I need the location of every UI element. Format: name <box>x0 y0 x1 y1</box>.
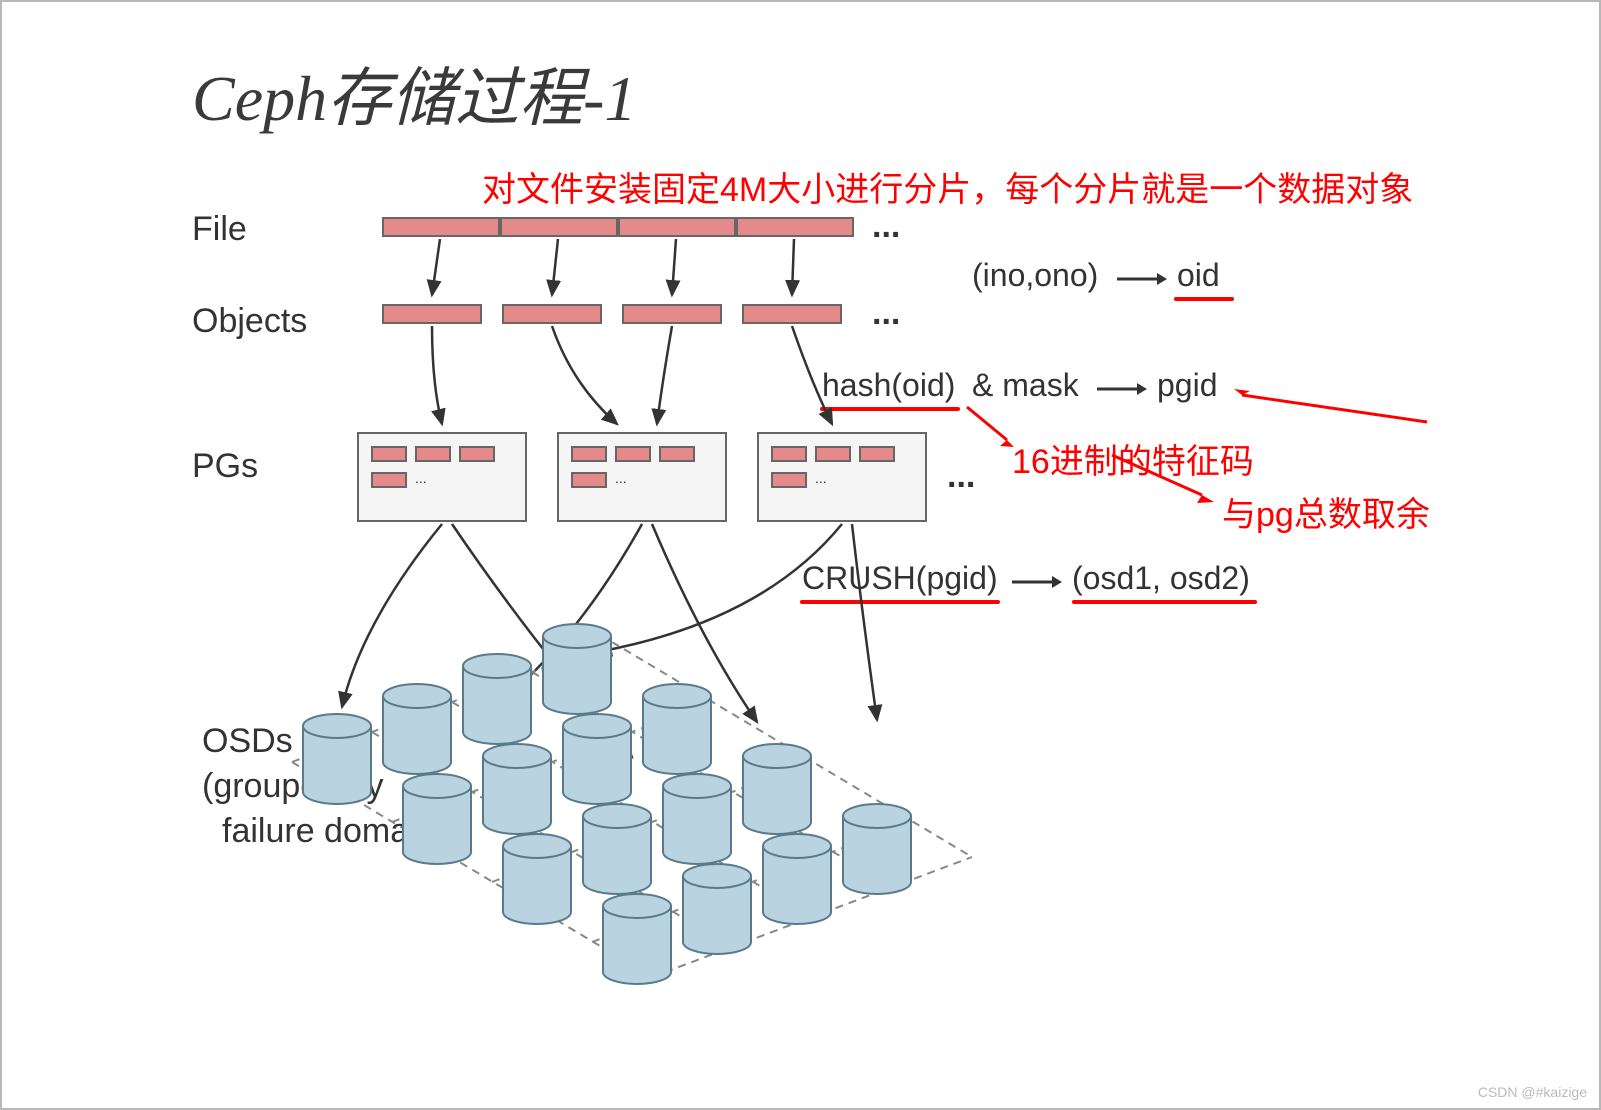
osd-cylinder <box>582 802 652 900</box>
object-4 <box>742 304 842 324</box>
pg-box-2: ... <box>557 432 727 522</box>
osd-cylinder <box>562 712 632 810</box>
pgs-dots: ... <box>947 457 975 496</box>
formula-mask: & mask <box>972 367 1079 404</box>
underline-oid <box>1174 297 1234 301</box>
watermark: CSDN @#kaizige <box>1478 1084 1587 1100</box>
formula-oid: oid <box>1177 257 1220 294</box>
annotation-top: 对文件安装固定4M大小进行分片，每个分片就是一个数据对象 <box>482 162 1413 211</box>
osd-cylinder <box>842 802 912 900</box>
object-2 <box>502 304 602 324</box>
red-arrow-icon <box>1102 447 1222 507</box>
label-pgs: PGs <box>192 447 258 486</box>
osd-cylinder <box>462 652 532 750</box>
annotation-mod: 与pg总数取余 <box>1222 487 1430 536</box>
osd-cylinder <box>402 772 472 870</box>
arrow-icon <box>1012 570 1062 594</box>
label-file: File <box>192 210 247 249</box>
object-3 <box>622 304 722 324</box>
arrow-icon <box>1117 267 1167 291</box>
red-arrow-icon <box>1232 387 1432 427</box>
osd-cylinder <box>382 682 452 780</box>
arrows-objects-to-pgs <box>352 324 972 439</box>
object-1 <box>382 304 482 324</box>
formula-osds: (osd1, osd2) <box>1072 560 1250 597</box>
osd-cylinder <box>642 682 712 780</box>
page-title: Ceph存储过程-1 <box>192 47 636 139</box>
formula-ino-ono: (ino,ono) <box>972 257 1098 294</box>
osd-cylinder <box>482 742 552 840</box>
arrow-icon <box>1097 377 1147 401</box>
pg-box-1: ... <box>357 432 527 522</box>
osd-cylinder <box>302 712 372 810</box>
osd-cylinder <box>502 832 572 930</box>
arrows-file-to-objects <box>352 237 912 307</box>
osd-cylinder <box>742 742 812 840</box>
formula-pgid: pgid <box>1157 367 1218 404</box>
osd-cylinder <box>662 772 732 870</box>
underline-osds <box>1072 600 1257 604</box>
osd-cylinder <box>682 862 752 960</box>
pg-box-3: ... <box>757 432 927 522</box>
osd-cylinder <box>542 622 612 720</box>
label-objects: Objects <box>192 302 307 341</box>
osd-cylinder <box>602 892 672 990</box>
osd-cylinder <box>762 832 832 930</box>
diagram-page: Ceph存储过程-1 对文件安装固定4M大小进行分片，每个分片就是一个数据对象 … <box>0 0 1601 1110</box>
